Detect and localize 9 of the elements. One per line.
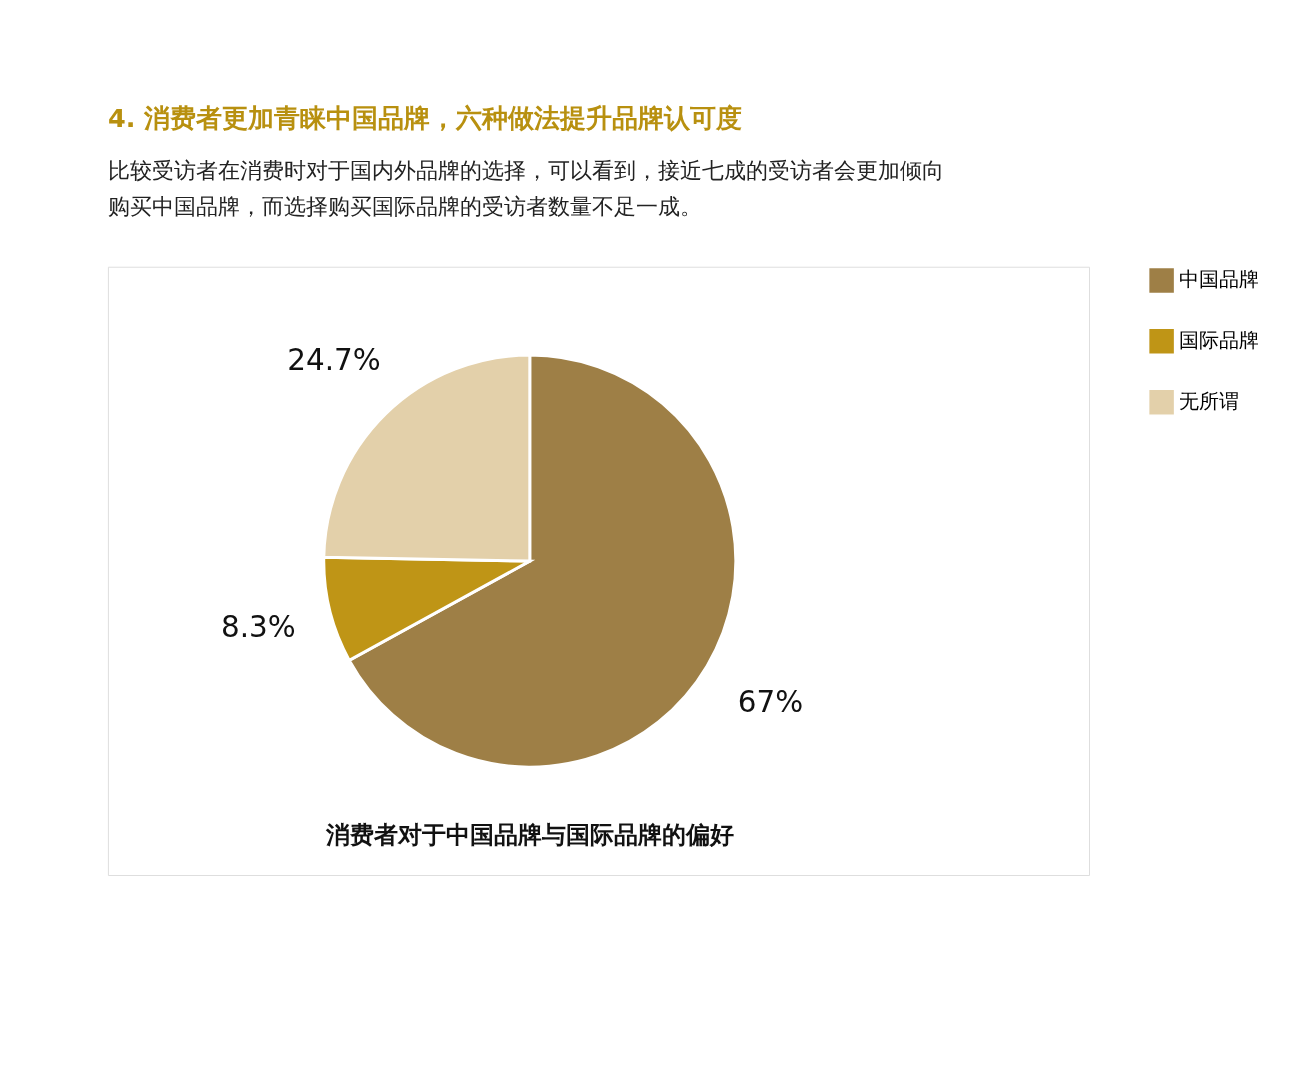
chart-title: 4. 消费者更加青睐中国品牌，六种做法提升品牌认可度 (107, 103, 743, 134)
data-label: 24.7% (287, 343, 381, 378)
legend-label: 中国品牌 (1179, 268, 1260, 292)
data-label: 67% (737, 685, 804, 720)
legend-label: 国际品牌 (1179, 329, 1260, 353)
chart-subtitle: 比较受访者在消费时对于国内外品牌的选择，可以看到，接近七成的受访者会更加倾向购买中国品牌，而选择购买国际品牌的受访者数量不足一成。 (107, 158, 944, 219)
legend-label: 无所谓 (1179, 390, 1240, 414)
data-label: 8.3% (220, 609, 296, 644)
text: 消费者对于中国品牌与国际品牌的偏好 (324, 820, 734, 849)
